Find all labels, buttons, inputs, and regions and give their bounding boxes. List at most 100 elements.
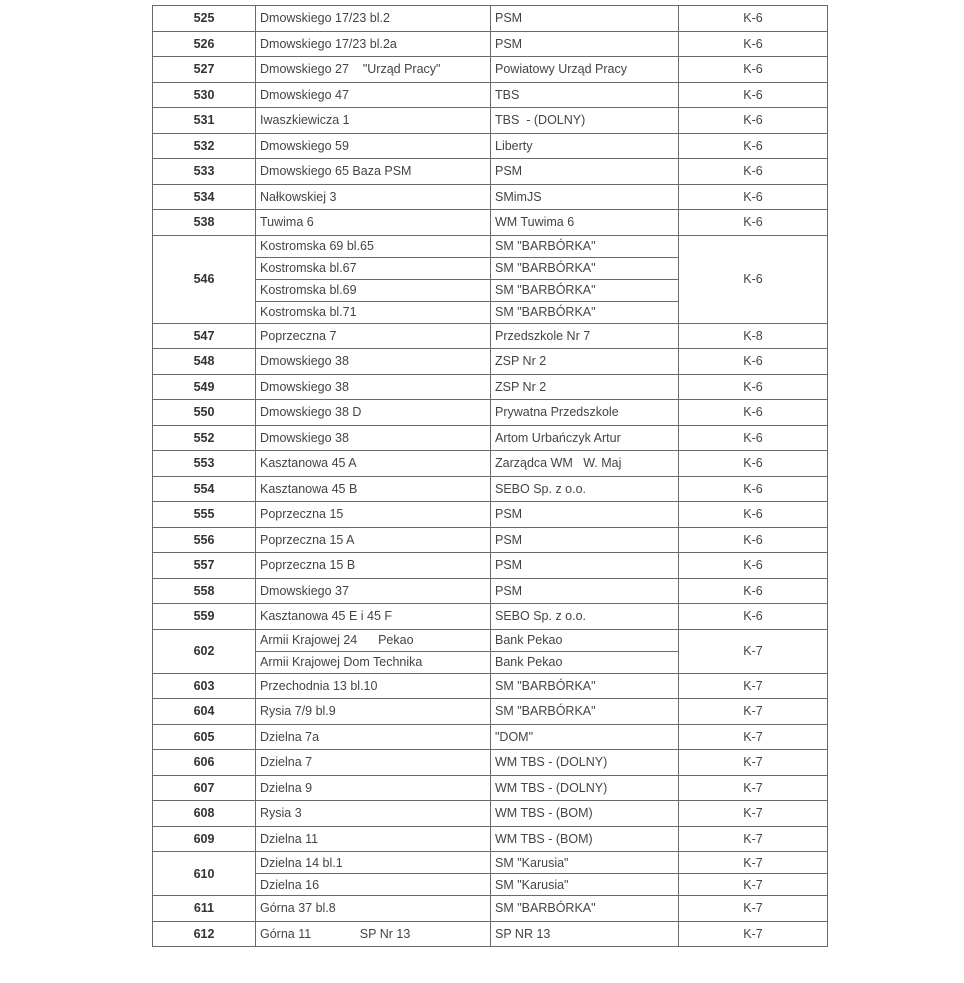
row-number: 553 [152,450,256,477]
manager-cell: Liberty [490,132,679,159]
address-cell: Kostromska bl.71 [255,300,491,324]
table-row: 612 Górna 11 SP Nr 13 SP NR 13 K-7 [152,920,828,947]
address-cell: Dmowskiego 17/23 bl.2 [255,5,491,32]
table-row: 557 Poprzeczna 15 B PSM K-6 [152,552,828,579]
k-code-cell: K-6 [678,552,828,579]
manager-cell: SM "BARBÓRKA" [490,300,679,324]
table-row: 556 Poprzeczna 15 A PSM K-6 [152,526,828,553]
manager-cell: PSM [490,5,679,32]
k-code-cell: K-7 [678,873,828,896]
row-number: 525 [152,5,256,32]
table-row: 559 Kasztanowa 45 E i 45 F SEBO Sp. z o.o.… [152,603,828,630]
table-subrow: 602 Armii Krajowej 24 Pekao Bank Pekao K-7 [152,628,828,674]
manager-cell: WM TBS - (BOM) [490,825,679,852]
manager-cell: SM "BARBÓRKA" [490,672,679,699]
address-cell: Dmowskiego 27 "Urząd Pracy" [255,56,491,83]
manager-cell: Powiatowy Urząd Pracy [490,56,679,83]
address-cell: Nałkowskiej 3 [255,183,491,210]
table-row: 558 Dmowskiego 37 PSM K-6 [152,577,828,604]
address-cell: Dmowskiego 59 [255,132,491,159]
k-code-cell: K-6 [678,234,828,324]
address-table: 525 Dmowskiego 17/23 bl.2 PSM K-6 526 Dmowski… [152,5,828,947]
address-cell: Dzielna 9 [255,774,491,801]
k-code-cell: K-6 [678,107,828,134]
table-row: 611 Górna 37 bl.8 SM "BARBÓRKA" K-7 [152,895,828,922]
manager-cell: PSM [490,577,679,604]
address-cell: Dmowskiego 65 Baza PSM [255,158,491,185]
manager-cell: SM "BARBÓRKA" [490,895,679,922]
address-cell: Poprzeczna 15 A [255,526,491,553]
manager-cell: SM "BARBÓRKA" [490,234,679,258]
row-number: 549 [152,373,256,400]
row-number: 612 [152,920,256,947]
row-number: 605 [152,723,256,750]
address-cell: Poprzeczna 15 B [255,552,491,579]
table-subrow: Armii Krajowej Dom Technika Bank Pekao [153,650,828,674]
k-code-cell: K-6 [678,475,828,502]
row-number: 546 [152,234,256,324]
table-row: 547 Poprzeczna 7 Przedszkole Nr 7 K-8 [152,322,828,349]
k-code-cell: K-6 [678,373,828,400]
manager-cell: Bank Pekao [490,650,679,674]
row-number: 547 [152,322,256,349]
k-code-cell: K-6 [678,158,828,185]
manager-cell: PSM [490,501,679,528]
table-row: 549 Dmowskiego 38 ZSP Nr 2 K-6 [152,373,828,400]
manager-cell: PSM [490,526,679,553]
row-number: 557 [152,552,256,579]
manager-cell: PSM [490,158,679,185]
address-cell: Dzielna 7a [255,723,491,750]
k-code-cell: K-7 [678,851,828,874]
address-cell: Górna 37 bl.8 [255,895,491,922]
table-row: 553 Kasztanowa 45 A Zarządca WM W. Maj K-6 [152,450,828,477]
manager-cell: PSM [490,552,679,579]
manager-cell: ZSP Nr 2 [490,348,679,375]
row-number: 534 [152,183,256,210]
address-cell: Poprzeczna 15 [255,501,491,528]
k-code-cell: K-6 [678,577,828,604]
table-row: 533 Dmowskiego 65 Baza PSM PSM K-6 [152,158,828,185]
address-cell: Dmowskiego 17/23 bl.2a [255,30,491,57]
table-row: 534 Nałkowskiej 3 SMimJS K-6 [152,183,828,210]
k-code-cell: K-6 [678,424,828,451]
table-subrow: Kostromska bl.67 SM "BARBÓRKA" [153,256,828,280]
k-code-cell: K-6 [678,30,828,57]
k-code-cell: K-6 [678,5,828,32]
address-cell: Kostromska 69 bl.65 [255,234,491,258]
address-cell: Rysia 7/9 bl.9 [255,698,491,725]
address-cell: Górna 11 SP Nr 13 [255,920,491,947]
manager-cell: WM Tuwima 6 [490,209,679,236]
address-cell: Dzielna 14 bl.1 [255,851,491,874]
manager-cell: SMimJS [490,183,679,210]
k-code-cell: K-7 [678,749,828,776]
table-row: 526 Dmowskiego 17/23 bl.2a PSM K-6 [152,30,828,57]
address-cell: Dzielna 11 [255,825,491,852]
table-row: 548 Dmowskiego 38 ZSP Nr 2 K-6 [152,348,828,375]
manager-cell: SM "Karusia" [490,851,679,874]
row-number: 607 [152,774,256,801]
manager-cell: ZSP Nr 2 [490,373,679,400]
manager-cell: Prywatna Przedszkole [490,399,679,426]
row-number: 609 [152,825,256,852]
manager-cell: SM "BARBÓRKA" [490,698,679,725]
row-number: 548 [152,348,256,375]
k-code-cell: K-6 [678,209,828,236]
manager-cell: Bank Pekao [490,628,679,652]
k-code-cell: K-7 [678,800,828,827]
address-cell: Kasztanowa 45 B [255,475,491,502]
row-number: 559 [152,603,256,630]
manager-cell: Artom Urbańczyk Artur [490,424,679,451]
k-code-cell: K-7 [678,895,828,922]
k-code-cell: K-7 [678,774,828,801]
k-code-cell: K-6 [678,348,828,375]
row-number: 550 [152,399,256,426]
address-cell: Dmowskiego 38 [255,424,491,451]
manager-cell: SM "Karusia" [490,873,679,896]
k-code-cell: K-7 [678,672,828,699]
manager-cell: TBS [490,81,679,108]
row-number: 556 [152,526,256,553]
row-number: 538 [152,209,256,236]
manager-cell: SM "BARBÓRKA" [490,256,679,280]
address-cell: Rysia 3 [255,800,491,827]
row-number: 533 [152,158,256,185]
